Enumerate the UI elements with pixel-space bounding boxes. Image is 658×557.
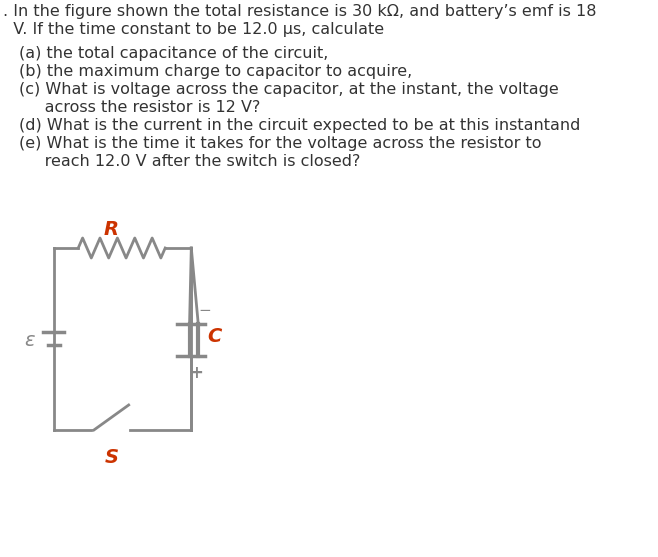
Text: (b) the maximum charge to capacitor to acquire,: (b) the maximum charge to capacitor to a… bbox=[19, 64, 413, 79]
Text: (e) What is the time it takes for the voltage across the resistor to: (e) What is the time it takes for the vo… bbox=[19, 136, 542, 151]
Text: C: C bbox=[207, 326, 221, 345]
Text: reach 12.0 V after the switch is closed?: reach 12.0 V after the switch is closed? bbox=[19, 154, 361, 169]
Text: R: R bbox=[104, 220, 119, 239]
Text: ε: ε bbox=[24, 330, 35, 349]
Text: S: S bbox=[105, 448, 118, 467]
Text: (d) What is the current in the circuit expected to be at this instantand: (d) What is the current in the circuit e… bbox=[19, 118, 580, 133]
Text: across the resistor is 12 V?: across the resistor is 12 V? bbox=[19, 100, 261, 115]
Text: +: + bbox=[190, 364, 203, 382]
Text: −: − bbox=[199, 303, 212, 318]
Text: V. If the time constant to be 12.0 µs, calculate: V. If the time constant to be 12.0 µs, c… bbox=[3, 22, 384, 37]
Text: (a) the total capacitance of the circuit,: (a) the total capacitance of the circuit… bbox=[19, 46, 328, 61]
Text: (c) What is voltage across the capacitor, at the instant, the voltage: (c) What is voltage across the capacitor… bbox=[19, 82, 559, 97]
Text: . In the figure shown the total resistance is 30 kΩ, and battery’s emf is 18: . In the figure shown the total resistan… bbox=[3, 4, 596, 19]
